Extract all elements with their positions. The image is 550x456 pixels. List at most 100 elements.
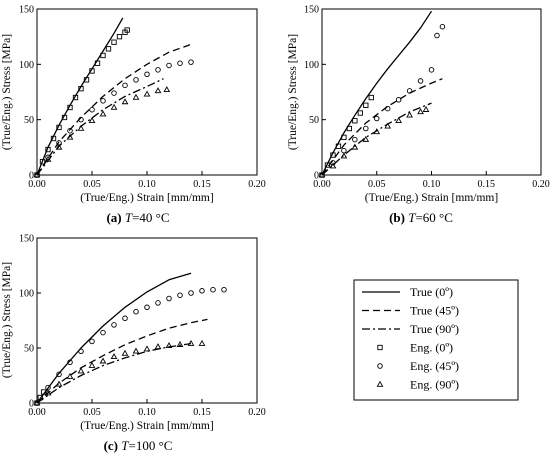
data-point xyxy=(121,349,129,356)
y-tick-label: 100 xyxy=(304,60,319,71)
y-tick-label: 50 xyxy=(309,115,319,126)
data-point xyxy=(176,340,184,347)
data-point xyxy=(188,290,194,296)
x-tick-label: 0.05 xyxy=(83,407,101,418)
data-point xyxy=(56,371,62,378)
series-True (90º) xyxy=(36,342,192,404)
x-axis-label: (True/Eng.) Strain [mm/mm] xyxy=(365,192,498,204)
legend: True (0º) True (45º) True (90º) Eng. (0º) En… xyxy=(353,279,519,401)
panel-caption: (c) T=100 °C xyxy=(104,438,173,453)
data-point xyxy=(384,105,391,112)
data-point xyxy=(78,86,84,92)
series-Eng. (90º) xyxy=(318,105,430,178)
data-point xyxy=(99,110,107,117)
legend-box xyxy=(353,279,519,401)
data-point xyxy=(67,359,73,366)
data-point xyxy=(340,152,348,159)
legend-item: Eng. (45º) xyxy=(377,359,459,373)
data-point xyxy=(77,367,85,374)
data-point xyxy=(373,128,381,135)
data-point xyxy=(40,389,47,395)
data-point xyxy=(417,108,424,115)
data-point xyxy=(406,111,413,118)
data-point xyxy=(199,288,205,294)
data-point xyxy=(434,32,440,39)
y-tick-label: 150 xyxy=(19,5,34,16)
data-point xyxy=(88,117,96,124)
data-point xyxy=(362,135,370,142)
data-point xyxy=(44,155,52,162)
data-point xyxy=(89,68,95,74)
data-point xyxy=(89,338,95,345)
data-point xyxy=(55,143,63,150)
y-axis-label: (True/Eng.) Stress [MPa] xyxy=(1,262,13,378)
series-line xyxy=(321,78,443,176)
legend-label: True (90º) xyxy=(410,322,459,336)
data-point xyxy=(352,136,358,143)
data-point xyxy=(122,82,128,89)
data-point xyxy=(66,372,74,379)
data-point xyxy=(395,117,403,124)
data-point xyxy=(78,348,84,355)
data-point xyxy=(198,339,206,346)
data-point xyxy=(395,96,402,103)
data-point xyxy=(110,353,118,360)
data-point xyxy=(111,322,117,328)
data-point xyxy=(44,389,52,396)
series-line xyxy=(36,318,208,404)
data-point xyxy=(56,124,62,131)
caption-variable: T xyxy=(125,210,133,225)
series-line xyxy=(321,102,432,176)
data-point xyxy=(165,342,173,349)
data-point xyxy=(330,160,336,166)
data-point xyxy=(357,110,363,116)
data-point xyxy=(143,90,151,97)
data-point xyxy=(384,122,392,129)
legend-item: Eng. (90º) xyxy=(376,378,459,392)
data-point xyxy=(105,46,112,52)
series-line xyxy=(36,78,164,176)
data-point xyxy=(110,103,118,110)
data-point xyxy=(177,60,183,66)
data-point xyxy=(67,127,73,134)
series-line xyxy=(36,43,192,176)
chart-panel-2: 0.00 0.05 0.10 0.15 0.20 0 50 100 150 (True/Eng.)… xyxy=(287,5,550,205)
data-point xyxy=(439,23,446,30)
data-point xyxy=(66,133,74,140)
data-point xyxy=(210,286,216,293)
x-tick-label: 0.10 xyxy=(138,179,156,190)
caption-letter: (a) xyxy=(106,210,124,225)
caption-variable: T xyxy=(408,210,416,225)
data-point xyxy=(166,62,172,69)
data-point xyxy=(121,98,129,105)
x-tick-label: 0.15 xyxy=(193,407,211,418)
data-point xyxy=(155,67,161,73)
y-tick-label: 50 xyxy=(24,115,34,126)
data-point xyxy=(155,300,161,306)
y-tick-label: 100 xyxy=(19,289,34,300)
data-point xyxy=(77,124,85,131)
caption-letter: (b) xyxy=(389,210,408,225)
legend-label: True (45º) xyxy=(410,304,459,318)
data-point xyxy=(352,118,358,124)
data-point xyxy=(351,143,359,150)
x-tick-label: 0.20 xyxy=(248,407,266,418)
data-point xyxy=(374,115,380,122)
caption-variable: T xyxy=(121,438,129,453)
data-point xyxy=(324,162,331,168)
x-tick-label: 0.15 xyxy=(478,179,496,190)
x-tick-label: 0.20 xyxy=(532,179,550,190)
series-Eng. (45º) xyxy=(34,59,194,178)
data-point xyxy=(187,339,195,346)
series-True (45º) xyxy=(321,78,443,176)
y-axis-label: (True/Eng.) Stress [MPa] xyxy=(1,34,13,150)
data-point xyxy=(37,394,43,401)
caption-value: =40 °C xyxy=(132,210,169,225)
y-tick-label: 50 xyxy=(24,344,34,355)
series-True (0º) xyxy=(36,272,192,404)
data-point xyxy=(330,152,336,158)
x-tick-label: 0.10 xyxy=(423,179,441,190)
legend-label: Eng. (0º) xyxy=(410,341,453,355)
data-point xyxy=(363,125,369,132)
data-point xyxy=(45,146,51,153)
